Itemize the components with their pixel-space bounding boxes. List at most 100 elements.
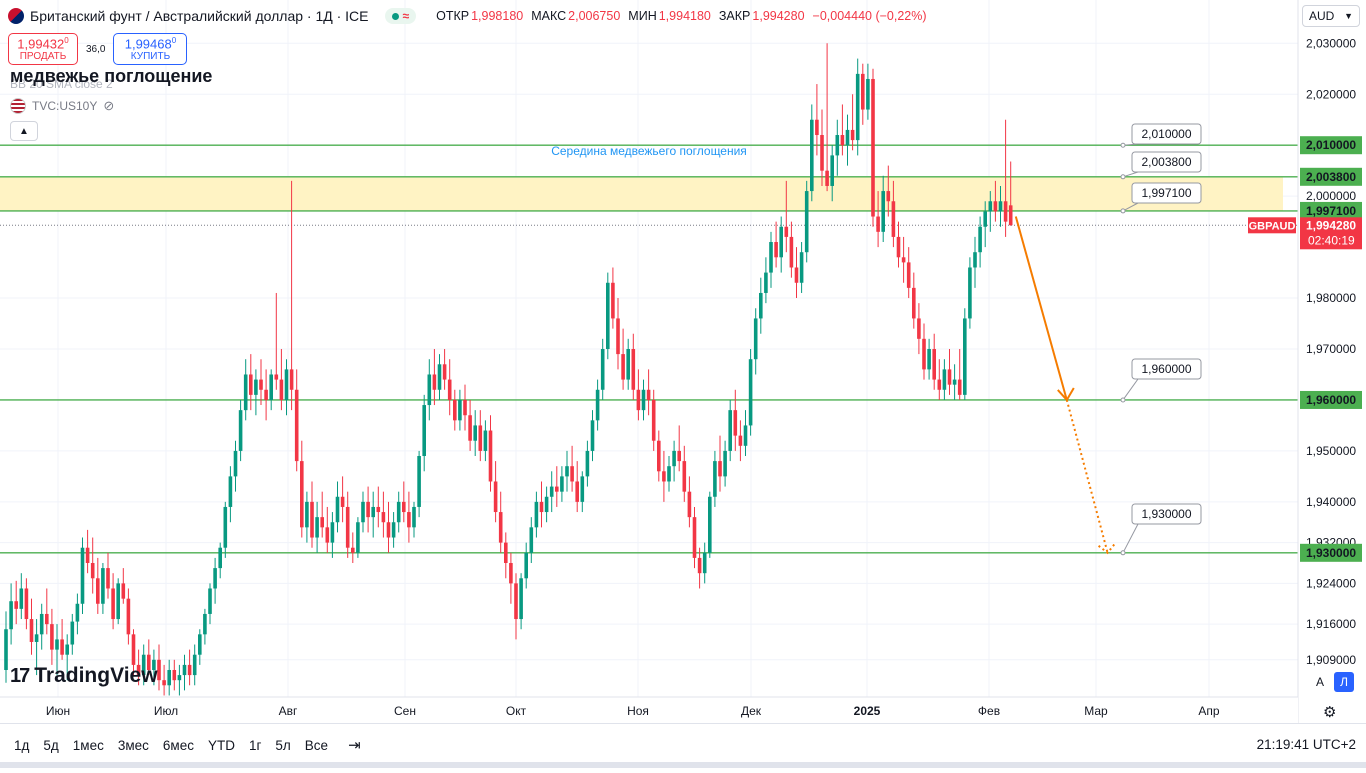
candle-body — [769, 242, 773, 273]
candle-body — [203, 613, 207, 635]
candle-body — [672, 450, 676, 467]
candle-body — [90, 563, 95, 579]
candle-body — [866, 78, 870, 110]
candle-body — [106, 568, 110, 589]
candle-body — [19, 588, 24, 609]
candle-body — [80, 547, 85, 604]
indicator-bb-legend[interactable]: BB 20 SMA close 2 — [10, 77, 113, 91]
symbol-header[interactable]: Британский фунт / Австралийский доллар ·… — [8, 6, 927, 26]
range-button-0[interactable]: 1д — [14, 737, 30, 753]
auto-scale-button[interactable]: A — [1315, 675, 1324, 689]
candle-body — [473, 425, 477, 441]
collapse-legend-button[interactable]: ▲ — [10, 121, 38, 141]
bearish-engulfing-zone — [0, 176, 1283, 211]
candle-body — [228, 476, 233, 507]
candle-body — [641, 389, 646, 411]
projection-arrow-line — [1014, 216, 1068, 401]
symbol-title[interactable]: Британский фунт / Австралийский доллар ·… — [30, 8, 369, 24]
candle-body — [340, 496, 345, 507]
candle-body — [799, 252, 804, 283]
candle-body — [488, 430, 493, 482]
candle-body — [453, 399, 457, 421]
candle-body — [422, 405, 426, 457]
range-button-6[interactable]: 1г — [248, 737, 262, 753]
time-tick-label: Ноя — [627, 704, 649, 718]
candle-body — [45, 613, 49, 625]
candle-body — [549, 486, 554, 497]
candle-body — [371, 506, 375, 518]
candle-body — [101, 568, 105, 604]
calendar-goto-icon[interactable]: ⇥ — [348, 737, 361, 754]
currency-select-value: AUD — [1309, 9, 1335, 23]
candle-body — [764, 272, 768, 293]
range-button-3[interactable]: 3мес — [117, 737, 149, 753]
candle-body — [136, 664, 141, 676]
eye-hidden-icon[interactable]: ⊘ — [103, 98, 115, 113]
candle-body — [810, 119, 814, 192]
candle-body — [942, 369, 947, 390]
trade-panel: 1,994320 ПРОДАТЬ 36,0 1,994680 КУПИТЬ — [8, 33, 188, 65]
candle-body — [973, 252, 977, 268]
candle-body — [131, 634, 136, 665]
range-toolbar: 1д 5д 1мес 3мес 6мес YTD 1г 5л Все ⇥ — [0, 730, 1366, 760]
candle-body — [514, 583, 518, 620]
sell-button[interactable]: 1,994320 ПРОДАТЬ — [8, 33, 78, 65]
candle-body — [912, 287, 916, 319]
currency-select[interactable]: AUD ▼ — [1302, 5, 1360, 27]
candle-body — [376, 506, 381, 513]
candle-body — [233, 450, 238, 477]
market-status-pill[interactable]: ≈ — [384, 8, 417, 24]
price-tick-label: 1,940000 — [1306, 495, 1356, 509]
candle-body — [784, 226, 789, 237]
last-price-tag — [1300, 217, 1362, 250]
candle-body — [417, 456, 421, 507]
callout-anchor — [1120, 208, 1126, 214]
candle-body — [468, 415, 472, 441]
range-button-7[interactable]: 5л — [275, 737, 291, 753]
candle-body — [4, 629, 8, 670]
range-button-8[interactable]: Все — [304, 737, 329, 753]
callout-leader — [1122, 202, 1139, 212]
candle-body — [835, 135, 840, 156]
candle-body — [519, 578, 523, 620]
time-tick-label: Авг — [279, 704, 298, 718]
gear-icon[interactable]: ⚙ — [1323, 704, 1337, 721]
candle-body — [335, 496, 340, 523]
range-button-1[interactable]: 5д — [43, 737, 59, 753]
candle-body — [213, 568, 217, 589]
candle-body — [937, 379, 942, 390]
candle-body — [575, 481, 579, 502]
time-tick-label: Окт — [506, 704, 527, 718]
range-button-2[interactable]: 1мес — [72, 737, 104, 753]
candle-body — [141, 654, 146, 676]
callout-label: 1,960000 — [1141, 362, 1191, 376]
tradingview-logo: 17 TradingView — [10, 664, 158, 688]
log-scale-button[interactable]: Л — [1334, 672, 1354, 692]
callout-box — [1131, 123, 1202, 145]
candle-body — [968, 267, 972, 319]
candle-body — [820, 135, 824, 171]
range-button-4[interactable]: 6мес — [162, 737, 194, 753]
range-button-5[interactable]: YTD — [207, 737, 235, 753]
close-label: ЗАКР — [718, 9, 751, 23]
candle-body — [651, 399, 656, 441]
candle-body — [988, 201, 993, 212]
indicator-us10y-legend[interactable]: TVC:US10Y ⊘ — [10, 98, 114, 114]
candle-body — [463, 399, 467, 416]
candle-body — [774, 242, 778, 258]
symbol-tag — [1248, 217, 1296, 234]
candle-body — [509, 563, 513, 584]
open-label: ОТКР — [436, 9, 470, 23]
candle-body — [840, 135, 845, 146]
candle-body — [381, 512, 386, 523]
candle-body — [932, 349, 936, 380]
candle-body — [906, 262, 911, 288]
change-value: −0,004440 (−0,22%) — [812, 9, 927, 23]
price-tick-label: 1,980000 — [1306, 291, 1356, 305]
candle-body — [264, 389, 268, 400]
buy-button[interactable]: 1,994680 КУПИТЬ — [113, 33, 188, 65]
callout-box — [1131, 503, 1202, 525]
candle-body — [922, 338, 926, 370]
